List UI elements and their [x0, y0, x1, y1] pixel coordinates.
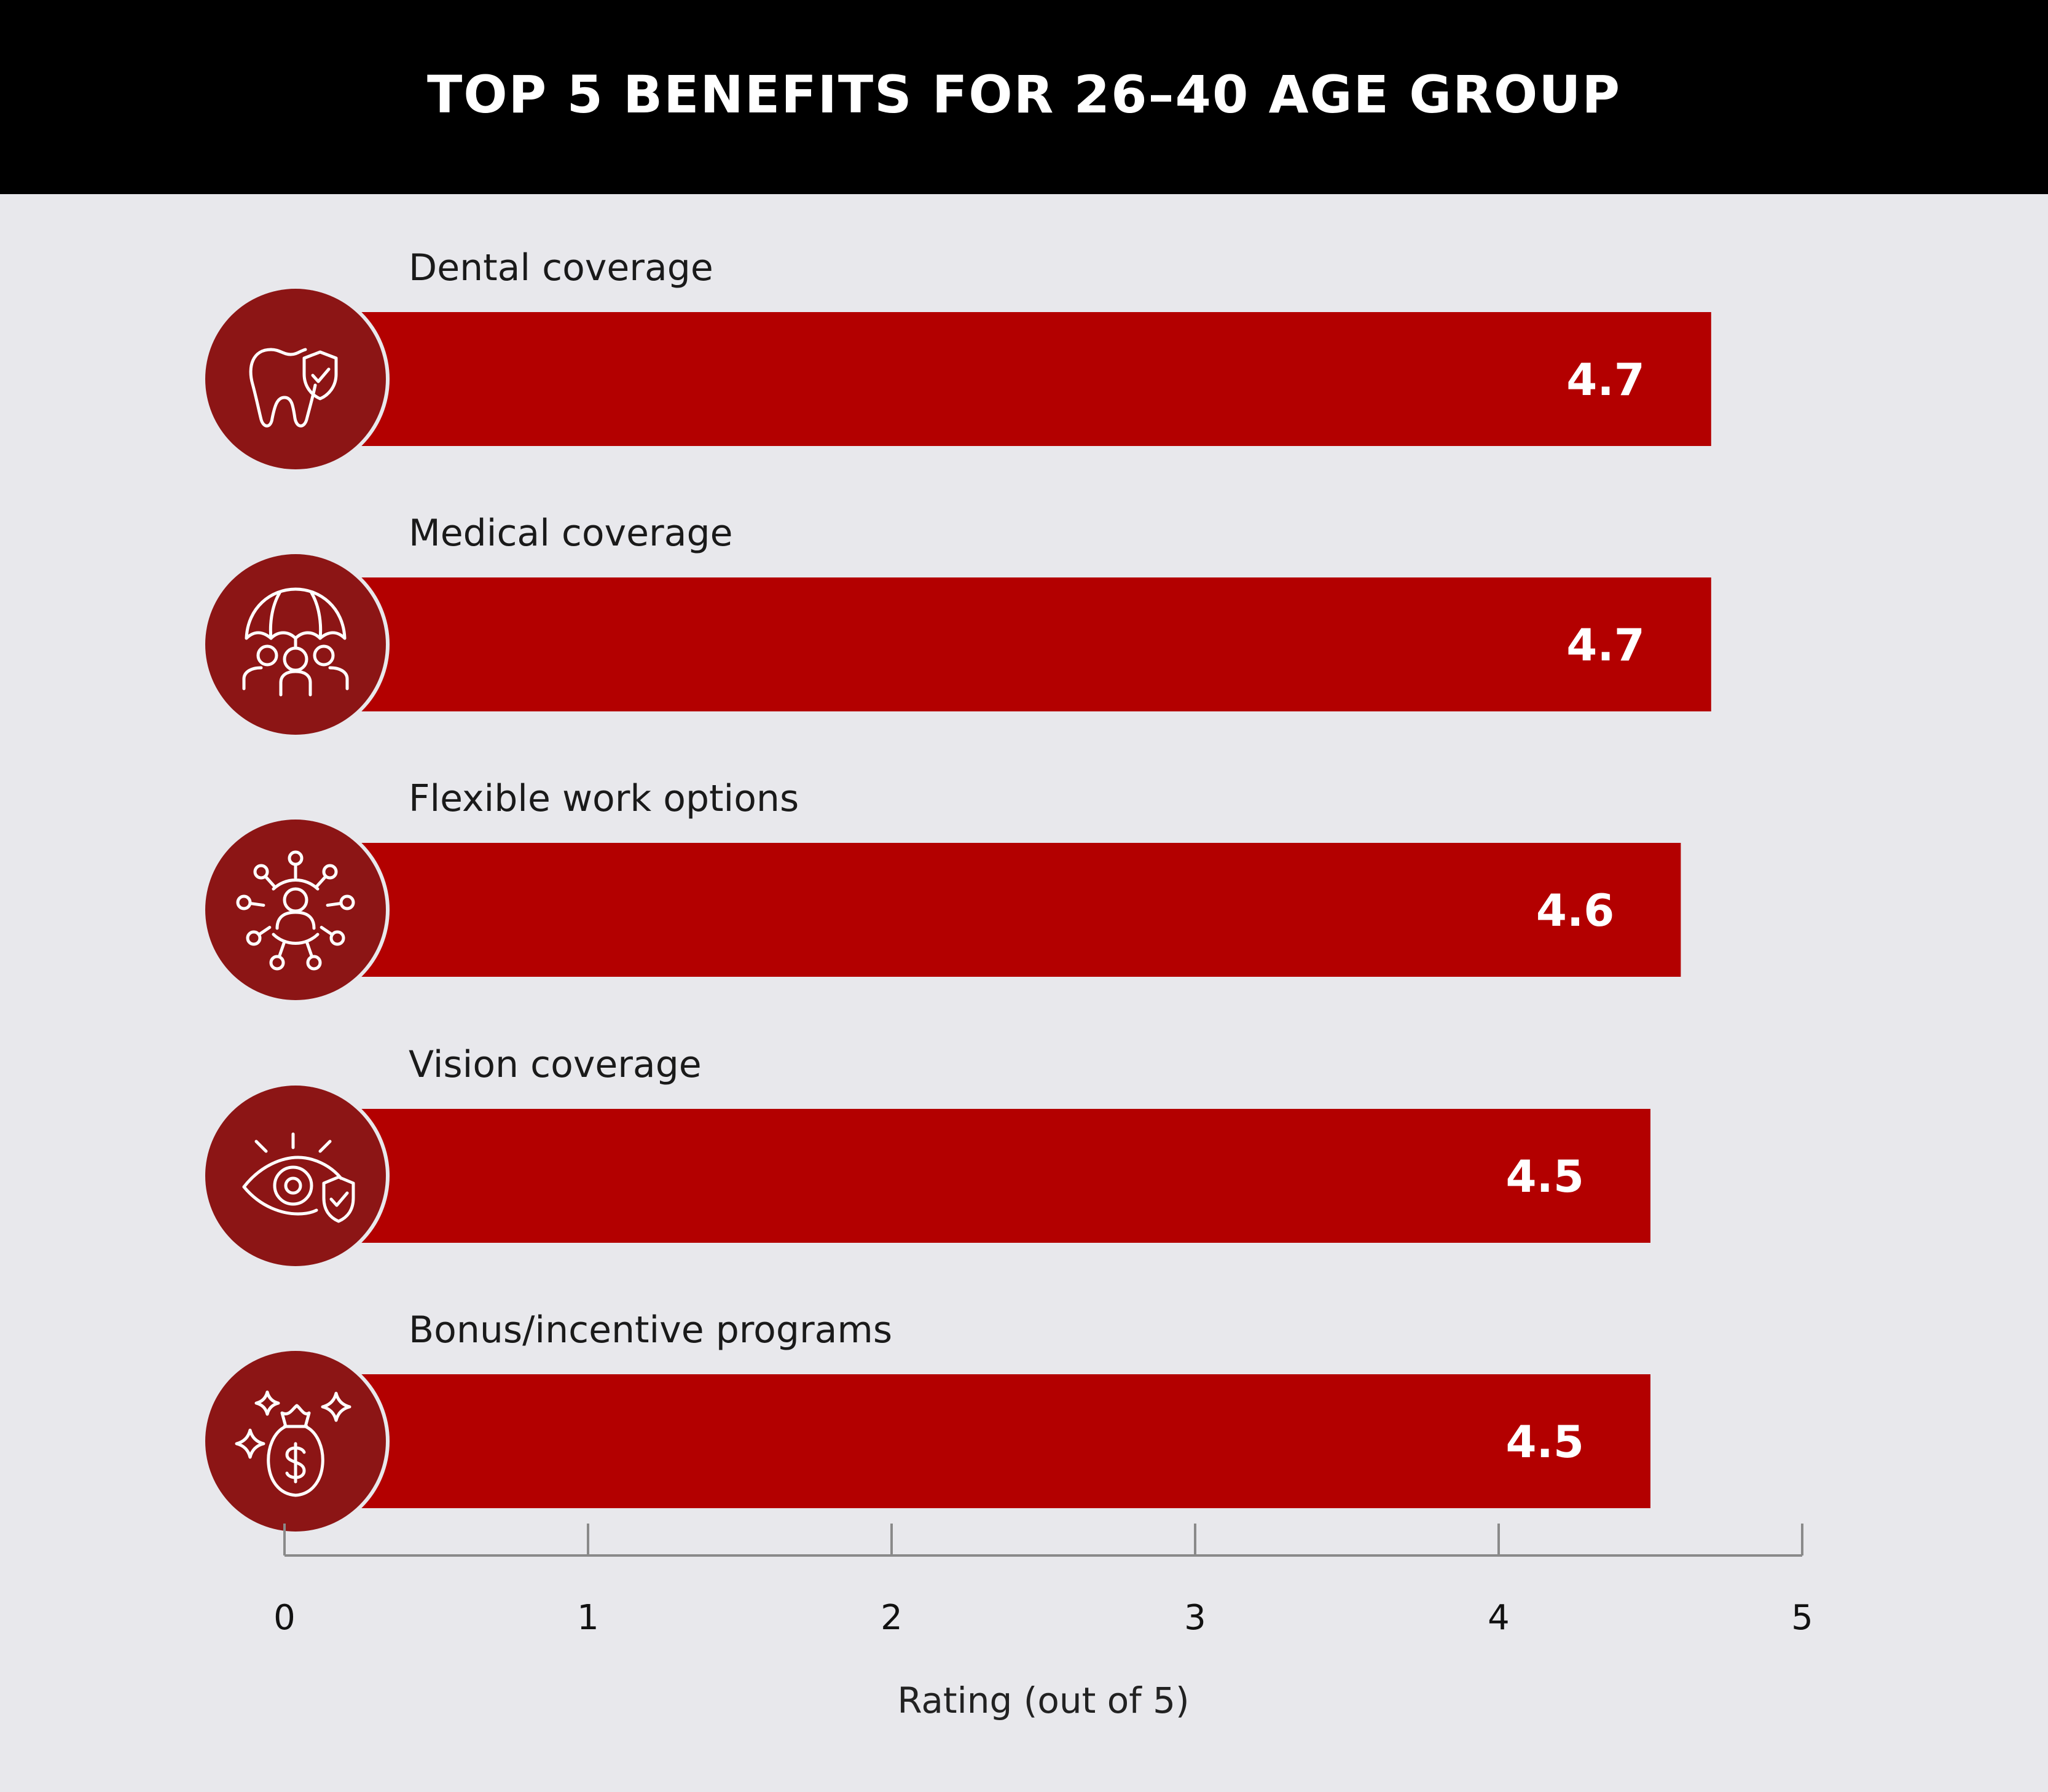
x-tick-label: 2 — [881, 1598, 903, 1638]
x-tick-label: 0 — [273, 1598, 296, 1638]
umbrella-family-icon — [242, 587, 349, 697]
data-label: 4.7 — [1566, 354, 1645, 405]
chart-title: TOP 5 BENEFITS FOR 26–40 AGE GROUP — [426, 65, 1622, 125]
bar-row: Flexible work options 4.6 — [202, 777, 1681, 1004]
tooth-shield-icon — [249, 348, 338, 428]
icon-circle — [205, 289, 386, 469]
category-label: Bonus/incentive programs — [409, 1309, 892, 1352]
bar — [344, 1374, 1650, 1508]
eye-shield-icon — [242, 1132, 355, 1223]
category-label: Dental coverage — [409, 246, 713, 289]
network-person-icon — [236, 850, 355, 971]
data-label: 4.5 — [1505, 1151, 1584, 1202]
x-axis-title: Rating (out of 5) — [897, 1680, 1189, 1721]
bar-row: Medical coverage 4.7 — [202, 512, 1711, 738]
data-label: 4.5 — [1505, 1416, 1584, 1468]
x-tick-label: 5 — [1791, 1598, 1813, 1638]
bar-row: Vision coverage 4.5 — [202, 1043, 1650, 1270]
bar-row: Dental coverage 4.7 — [202, 246, 1711, 473]
x-axis: 0 1 2 3 4 5 — [273, 1524, 1813, 1638]
data-label: 4.7 — [1566, 619, 1645, 671]
bar — [344, 1109, 1650, 1243]
icon-circle — [205, 1351, 386, 1532]
data-label: 4.6 — [1536, 885, 1615, 936]
header-bar: TOP 5 BENEFITS FOR 26–40 AGE GROUP — [0, 0, 2048, 194]
x-tick-label: 4 — [1488, 1598, 1510, 1638]
x-tick-label: 1 — [577, 1598, 599, 1638]
category-label: Medical coverage — [409, 512, 733, 555]
category-label: Vision coverage — [409, 1043, 702, 1086]
x-tick-label: 3 — [1184, 1598, 1206, 1638]
bar — [344, 577, 1711, 711]
bar-row: Bonus/incentive programs 4.5 — [202, 1309, 1650, 1535]
money-bag-icon — [235, 1390, 351, 1497]
icon-circle — [205, 1086, 386, 1266]
category-label: Flexible work options — [409, 777, 799, 820]
bar — [344, 312, 1711, 446]
bar — [344, 843, 1681, 977]
